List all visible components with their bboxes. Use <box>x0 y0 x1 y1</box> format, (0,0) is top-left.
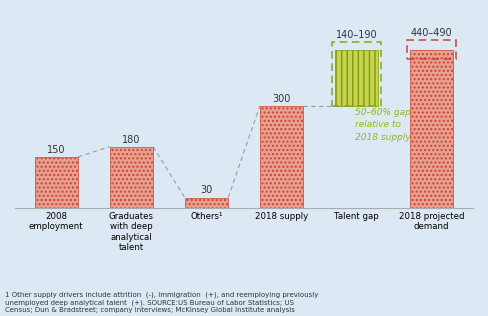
Text: 150: 150 <box>47 145 65 155</box>
Bar <box>35 157 78 208</box>
Bar <box>335 50 378 106</box>
Text: 1 Other supply drivers include attrition  (-), immigration  (+), and reemploying: 1 Other supply drivers include attrition… <box>5 292 318 313</box>
Bar <box>110 147 153 208</box>
Text: 300: 300 <box>272 94 291 104</box>
Text: 50–60% gap
relative to
2018 supply: 50–60% gap relative to 2018 supply <box>355 108 411 142</box>
Bar <box>184 198 228 208</box>
Text: 440–490: 440–490 <box>411 28 452 38</box>
Text: 30: 30 <box>201 185 213 196</box>
Bar <box>407 40 456 59</box>
Bar <box>260 106 304 208</box>
Bar <box>410 50 453 208</box>
Bar <box>332 42 382 106</box>
Text: 180: 180 <box>122 135 141 145</box>
Text: 140–190: 140–190 <box>336 30 377 40</box>
